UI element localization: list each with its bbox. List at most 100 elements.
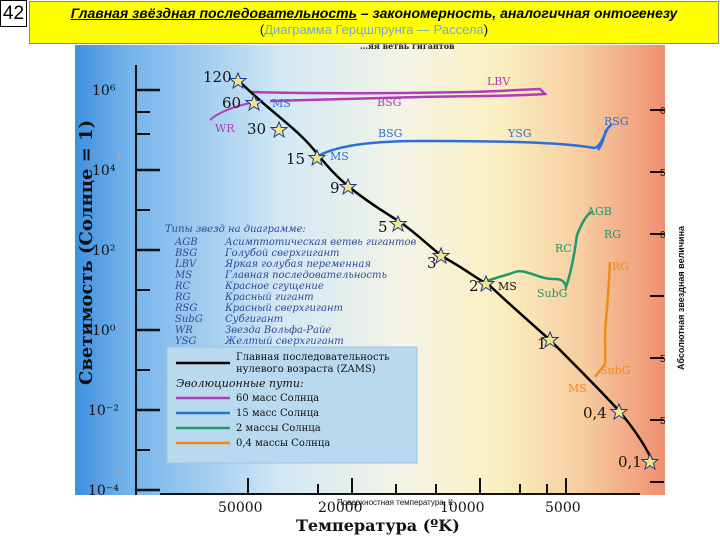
legend-track-item: 2 массы Солнца [176,423,321,434]
legend-type-item: SubG Субгигант [175,314,283,325]
legend-type-item: LBV Яркая голубая переменная [174,259,371,270]
track-labels: LBV MS BSG WR BSG YSG RSG MS AGB RC RG R… [215,75,630,395]
svg-text:Красный сверхгигант: Красный сверхгигант [224,303,343,314]
legend-type-item: AGB Асимптотическая ветвь гигантов [174,237,417,248]
svg-text:Голубой сверхгигант: Голубой сверхгигант [224,248,340,259]
svg-text:LBV: LBV [174,259,198,270]
y-tick-label: 10² [92,243,115,259]
label-wr: WR [215,122,235,135]
title-main: Главная звёздная последовательность – за… [30,5,718,21]
title-underlined: Главная звёздная последовательность [70,5,357,21]
track-60-suns [249,87,548,103]
x-tick-label: 5000 [545,500,581,516]
legend-type-item: YSG Желтый сверхгигант [175,336,344,347]
right-tick-label: 0 [660,106,666,117]
mass-label: 60 [222,94,241,112]
legend-zams-line1: Главная последовательность [236,352,390,363]
svg-text:Яркая голубая переменная: Яркая голубая переменная [224,259,371,270]
mass-label: 1 [537,335,547,353]
mass-label: 5 [378,218,388,236]
legend-type-item: MS Главная последовательность [174,270,387,281]
svg-text:Красный гигант: Красный гигант [224,292,314,303]
svg-text:MS: MS [174,270,192,281]
svg-text:15 масс Солнца: 15 масс Солнца [236,408,319,419]
y-tick-label: 10⁻⁴ [88,483,119,499]
mass-label: 0,4 [583,404,607,422]
legend-zams-line2: нулевого возраста (ZAMS) [236,364,376,375]
right-axis-label: Абсолютная звездная величина [676,225,686,370]
mass-labels: 120 60 30 15 9 5 3 2 1 0,4 0,1 [203,68,642,471]
x-tick-label: 20000 [318,500,363,516]
legend-type-item: WR Звезда Вольфа-Райе [175,325,331,336]
label-bsg: BSG [377,96,401,109]
legend-type-item: BSG Голубой сверхгигант [174,248,340,259]
title-sub-highlight: Диаграмма Герцшпрунга — Рассела [264,22,484,37]
label-bsg: BSG [378,127,402,140]
label-subg: SubG [600,364,630,377]
bottom-margin [0,495,720,540]
label-ms: MS [330,150,349,163]
svg-text:YSG: YSG [175,336,196,347]
right-tick-label: 5 [660,416,666,427]
mass-label: 0,1 [618,453,642,471]
label-rc: RC [555,242,572,255]
legend-track-item: 15 масс Солнца [176,408,319,419]
right-tick-label: 5 [660,168,666,179]
svg-text:AGB: AGB [174,237,198,248]
right-ticks [650,109,664,483]
label-subg: SubG [537,287,567,300]
label-agb: AGB [586,205,612,218]
label-ms: MS [498,280,517,293]
y-marker-icon: ↑ [115,153,123,163]
x-tick-label: 50000 [218,500,263,516]
mass-label: 9 [330,179,340,197]
label-ms: MS [272,97,291,110]
x-axis-overlay-label: Поверхностная температура, К [337,498,453,507]
mass-label: 30 [247,120,266,138]
label-rg: RG [604,228,621,241]
label-ysg: YSG [507,127,532,140]
label-lbv: LBV [487,75,511,88]
mass-label: 3 [427,254,437,272]
x-ticks [247,478,567,494]
left-margin [0,45,75,540]
legend-types-heading: Типы звезд на диаграмме: [165,224,306,235]
svg-text:RSG: RSG [174,303,197,314]
title-rest: – закономерность, аналогичная онтогенезу [356,5,678,21]
x-tick-label: 10000 [440,500,485,516]
label-rg: RG [612,260,629,273]
svg-text:Главная последовательность: Главная последовательность [224,270,387,281]
y-axis-label: Светимость (Солнце = 1) [76,120,97,385]
svg-text:SubG: SubG [175,314,203,325]
title-sub-open: ( [259,22,265,37]
label-rsg: RSG [604,115,629,128]
mass-label: 120 [203,68,232,86]
svg-text:Красное сгущение: Красное сгущение [224,281,324,292]
y-ticks [136,88,160,492]
mass-label: 2 [469,277,479,295]
legend-star-types: Типы звезд на диаграмме: AGB Асимптотичес… [165,224,417,347]
right-tick-label: 0 [660,230,666,241]
title-banner: Главная звёздная последовательность – за… [29,1,719,44]
label-ms: MS [568,382,587,395]
top-cut-text: …яя ветвь гигантов [360,41,455,51]
legend-track-item: 0,4 массы Солнца [176,438,330,449]
svg-text:Асимптотическая ветвь гигантов: Асимптотическая ветвь гигантов [224,237,417,248]
svg-text:RG: RG [174,292,191,303]
mass-label: 15 [286,150,305,168]
x-axis-label: Температура (ºK) [296,516,460,535]
track-60-wr [209,102,251,121]
legend-tracks-heading: Эволюционные пути: [176,377,304,390]
svg-text:2 массы Солнца: 2 массы Солнца [236,423,321,434]
y-tick-label: 10⁻² [88,403,119,419]
svg-text:Желтый сверхгигант: Желтый сверхгигант [224,336,344,347]
svg-text:Субгигант: Субгигант [225,314,283,325]
track-0.4-suns [593,261,612,378]
y-marker-icon: ↑ [115,469,123,479]
svg-text:Звезда Вольфа-Райе: Звезда Вольфа-Райе [225,325,331,336]
legend-type-item: RSG Красный сверхгигант [174,303,343,314]
svg-text:0,4 массы Солнца: 0,4 массы Солнца [236,438,330,449]
title-sub: (Диаграмма Герцшпрунга — Рассела) [30,22,718,37]
track-15-suns [314,123,613,160]
